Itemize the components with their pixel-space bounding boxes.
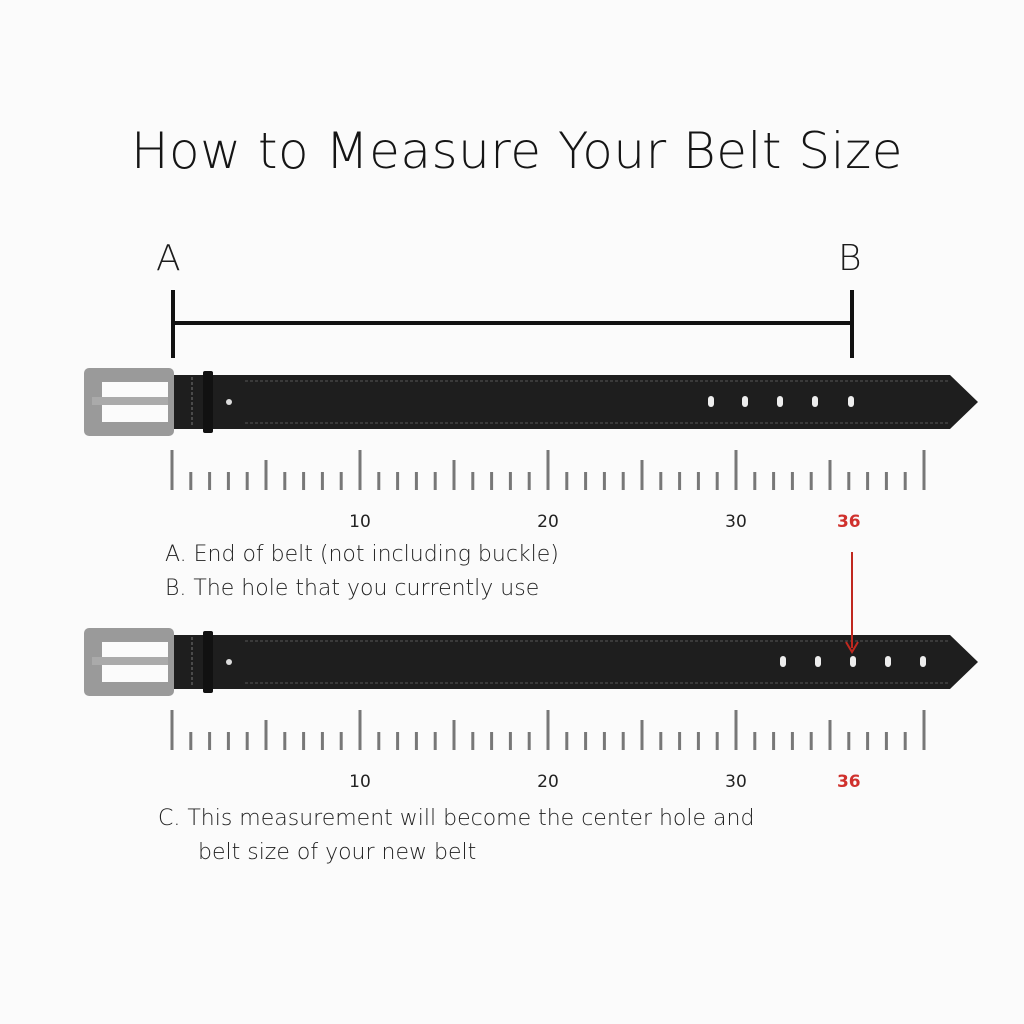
belt-hole-2-4 [920,656,926,667]
belt-hole-2-2 [850,656,856,667]
ruler-label: 36 [837,772,861,792]
belt-hole-2-0 [780,656,786,667]
belt-strap-1 [170,375,978,429]
belt-stitching-2 [245,640,948,684]
ruler-label: 30 [725,512,747,532]
marker-a: A [156,238,181,279]
ruler-label: 20 [537,772,559,792]
belt-rivet-1 [226,399,232,405]
caption-c-line1: C. This measurement will become the cent… [158,806,755,831]
caption-b: B. The hole that you currently use [165,576,540,601]
ruler-label: 30 [725,772,747,792]
buckle-prong-2 [92,657,168,665]
belt-hole-1-0 [708,396,714,407]
belt-strap-2 [170,635,978,689]
ruler-label: 10 [349,772,371,792]
belt-hole-1-4 [848,396,854,407]
belt-stitching-1 [245,380,948,424]
marker-b: B [838,238,862,279]
belt-hole-2-1 [815,656,821,667]
ruler-label: 20 [537,512,559,532]
belt-loop-2 [203,631,213,693]
page-title: How to Measure Your Belt Size [130,122,904,180]
belt-hole-1-3 [812,396,818,407]
arrow-head-icon [845,641,859,654]
ruler-label: 36 [837,512,861,532]
ruler-label: 10 [349,512,371,532]
caption-c-line2: belt size of your new belt [198,840,477,865]
caption-a: A. End of belt (not including buckle) [165,542,559,567]
belt-hole-1-2 [777,396,783,407]
buckle-prong-1 [92,397,168,405]
belt-loop-1 [203,371,213,433]
belt-hole-2-3 [885,656,891,667]
belt-hole-1-1 [742,396,748,407]
belt-rivet-2 [226,659,232,665]
